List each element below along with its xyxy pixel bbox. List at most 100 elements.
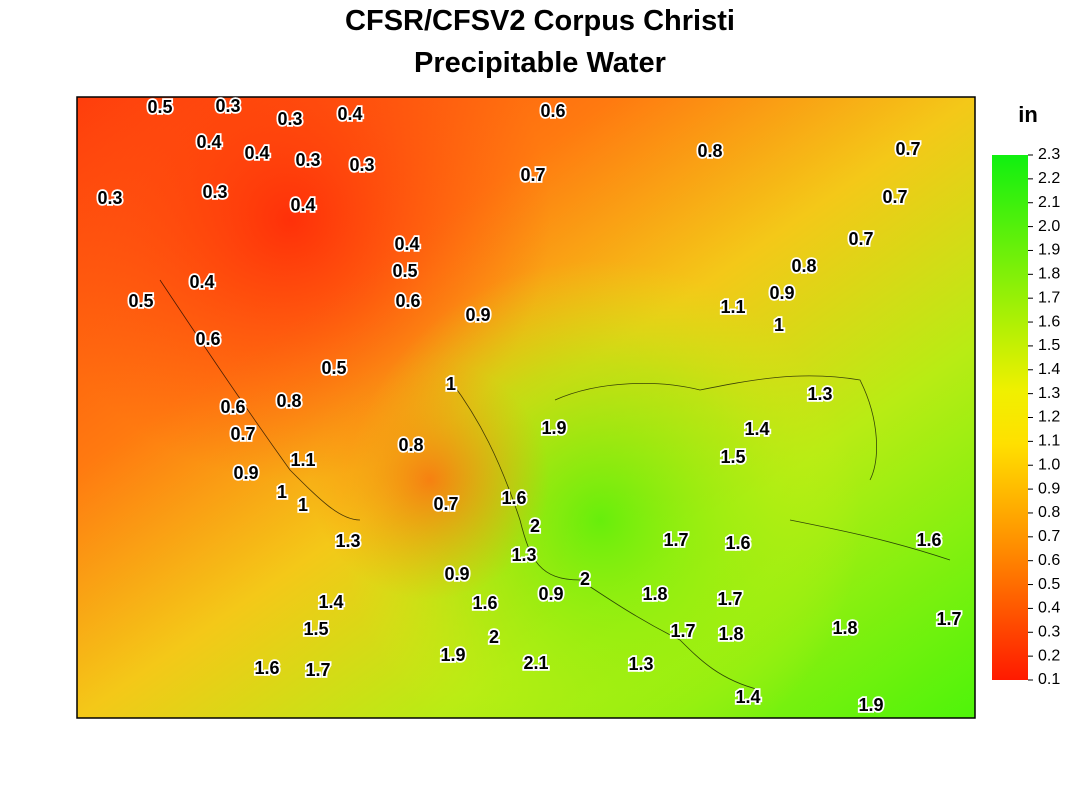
contour-labels: 0.5 0.3 0.3 0.4 0.6 0.4 0.4 0.3 0.3 0.7 0.8 0.7 0.3 0… bbox=[96, 94, 964, 717]
colorbar-tick-label: 2.1 bbox=[1038, 194, 1060, 211]
contour-label: 1.3 bbox=[335, 531, 360, 551]
colorbar-tick-label: 1.2 bbox=[1038, 409, 1060, 426]
contour-label: 0.3 bbox=[277, 109, 302, 129]
contour-label: 0.9 bbox=[444, 564, 469, 584]
colorbar-tick-label: 0.1 bbox=[1038, 671, 1060, 688]
contour-label: 0.3 bbox=[97, 188, 122, 208]
contour-label: 1.3 bbox=[807, 384, 832, 404]
coastlines bbox=[159, 279, 951, 691]
contour-label: 1 bbox=[774, 315, 784, 335]
contour-label: 0.4 bbox=[290, 195, 315, 215]
contour-label: 0.4 bbox=[244, 143, 269, 163]
field-shade bbox=[77, 97, 975, 718]
colorbar-tick-label: 1.0 bbox=[1038, 456, 1060, 473]
contour-label: 1.1 bbox=[720, 297, 745, 317]
colorbar-tick-label: 0.2 bbox=[1038, 647, 1060, 664]
contour-label: 1.6 bbox=[472, 593, 497, 613]
colorbar-tick-label: 1.4 bbox=[1038, 361, 1060, 378]
contour-label: 0.7 bbox=[848, 229, 873, 249]
contour-label: 0.7 bbox=[882, 187, 907, 207]
contour-label: 1.9 bbox=[541, 418, 566, 438]
contour-label: 0.4 bbox=[196, 132, 221, 152]
contour-label: 1.6 bbox=[501, 488, 526, 508]
contour-label: 1.9 bbox=[440, 645, 465, 665]
contour-label: 1 bbox=[277, 482, 287, 502]
contour-label: 1.7 bbox=[717, 589, 742, 609]
contour-label: 1.3 bbox=[511, 545, 536, 565]
contour-label: 1.5 bbox=[720, 447, 745, 467]
colorbar bbox=[992, 155, 1028, 680]
contour-label: 1.7 bbox=[670, 621, 695, 641]
contour-label: 0.5 bbox=[128, 291, 153, 311]
contour-label: 0.6 bbox=[195, 329, 220, 349]
colorbar-ticks: 0.1 0.2 0.3 0.4 0.5 0.6 0.7 0.8 0.9 1.0 1.1 1.2 1.3 1… bbox=[1028, 146, 1060, 688]
contour-label: 0.8 bbox=[398, 435, 423, 455]
colorbar-tick-label: 0.8 bbox=[1038, 504, 1060, 521]
contour-label: 1.8 bbox=[832, 618, 857, 638]
contour-label: 0.7 bbox=[895, 139, 920, 159]
contour-label: 0.3 bbox=[202, 182, 227, 202]
contour-label: 1.4 bbox=[318, 592, 343, 612]
contour-label: 0.6 bbox=[540, 101, 565, 121]
contour-label: 0.3 bbox=[349, 155, 374, 175]
colorbar-tick-label: 1.3 bbox=[1038, 385, 1060, 402]
contour-label: 1.7 bbox=[305, 660, 330, 680]
colorbar-tick-label: 0.6 bbox=[1038, 552, 1060, 569]
contour-label: 1.7 bbox=[663, 530, 688, 550]
contour-label: 0.8 bbox=[276, 391, 301, 411]
contour-label: 1.7 bbox=[936, 609, 961, 629]
contour-label: 2 bbox=[489, 627, 499, 647]
contour-label: 0.5 bbox=[321, 358, 346, 378]
contour-label: 1.4 bbox=[735, 687, 760, 707]
contour-label: 2 bbox=[530, 516, 540, 536]
contour-label: 0.7 bbox=[520, 165, 545, 185]
contour-label: 0.3 bbox=[295, 150, 320, 170]
contour-label: 1.9 bbox=[858, 695, 883, 715]
contour-label: 0.4 bbox=[189, 272, 214, 292]
colorbar-tick-label: 1.7 bbox=[1038, 289, 1060, 306]
contour-label: 0.7 bbox=[230, 424, 255, 444]
contour-label: 0.6 bbox=[395, 291, 420, 311]
contour-label: 1.6 bbox=[254, 658, 279, 678]
title-line: Precipitable Water bbox=[414, 47, 666, 79]
contour-label: 0.7 bbox=[433, 494, 458, 514]
colorbar-tick-label: 0.7 bbox=[1038, 528, 1060, 545]
colorbar-tick-label: 1.5 bbox=[1038, 337, 1060, 354]
colorbar-tick-label: 1.8 bbox=[1038, 266, 1060, 283]
contour-label: 0.6 bbox=[220, 397, 245, 417]
contour-label: 1.5 bbox=[303, 619, 328, 639]
contour-label: 0.4 bbox=[337, 104, 362, 124]
colorbar-tick-label: 1.1 bbox=[1038, 433, 1060, 450]
contour-label: 0.5 bbox=[147, 97, 172, 117]
title-line: CFSR/CFSV2 Corpus Christi bbox=[345, 5, 735, 37]
contour-label: 0.8 bbox=[791, 256, 816, 276]
contour-label: 1.3 bbox=[628, 654, 653, 674]
contour-label: 1 bbox=[298, 495, 308, 515]
map-frame bbox=[76, 96, 976, 719]
contour-label: 1.4 bbox=[744, 419, 769, 439]
contour-label: 1.8 bbox=[718, 624, 743, 644]
colorbar-tick-label: 0.3 bbox=[1038, 623, 1060, 640]
colorbar-tick-label: 1.9 bbox=[1038, 242, 1060, 259]
map-panel bbox=[76, 96, 976, 719]
colorbar-tick-label: 2.0 bbox=[1038, 218, 1060, 235]
contour-label: 0.5 bbox=[392, 261, 417, 281]
contour-label: 0.9 bbox=[538, 584, 563, 604]
colorbar-tick-label: 0.4 bbox=[1038, 600, 1060, 617]
contour-label: 0.4 bbox=[394, 234, 419, 254]
contour-label: 1.8 bbox=[642, 584, 667, 604]
colorbar-tick-label: 2.2 bbox=[1038, 170, 1060, 187]
contour-label: 0.9 bbox=[465, 305, 490, 325]
contour-label: 0.9 bbox=[769, 283, 794, 303]
colorbar-unit: in bbox=[1018, 102, 1038, 127]
contour-label: 1 bbox=[446, 374, 456, 394]
contour-label: 0.8 bbox=[697, 141, 722, 161]
colorbar-tick-label: 0.9 bbox=[1038, 480, 1060, 497]
contour-label: 2 bbox=[580, 569, 590, 589]
colorbar-tick-label: 1.6 bbox=[1038, 313, 1060, 330]
contour-label: 0.3 bbox=[215, 96, 240, 116]
contour-label: 1.1 bbox=[290, 450, 315, 470]
contour-label: 0.9 bbox=[233, 463, 258, 483]
contour-label: 1.6 bbox=[916, 530, 941, 550]
